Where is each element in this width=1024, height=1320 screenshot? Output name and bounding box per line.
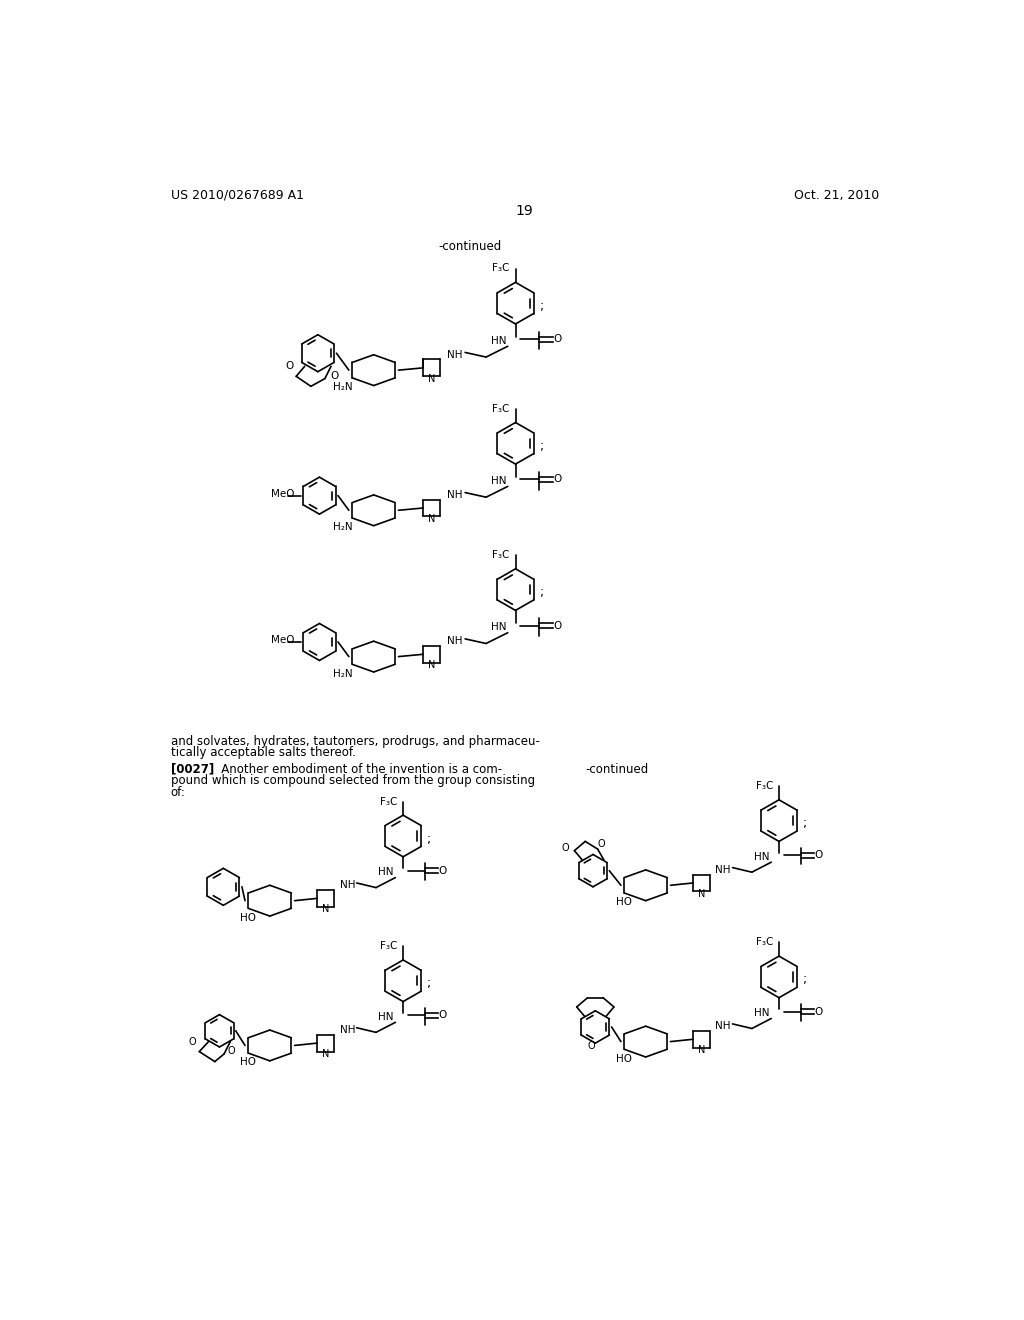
Text: ;: ; xyxy=(540,440,544,453)
Text: F₃C: F₃C xyxy=(756,937,773,948)
Text: of:: of: xyxy=(171,785,185,799)
Text: O: O xyxy=(554,620,562,631)
Text: HO: HO xyxy=(241,912,256,923)
Text: H₂N: H₂N xyxy=(334,523,353,532)
Text: F₃C: F₃C xyxy=(493,404,510,413)
Text: 19: 19 xyxy=(516,203,534,218)
Text: US 2010/0267689 A1: US 2010/0267689 A1 xyxy=(171,189,304,202)
Text: ;: ; xyxy=(803,817,807,830)
Text: MeO: MeO xyxy=(271,490,295,499)
Text: N: N xyxy=(322,904,329,915)
Text: F₃C: F₃C xyxy=(493,550,510,560)
Text: F₃C: F₃C xyxy=(380,797,397,807)
Text: [0027]: [0027] xyxy=(171,763,214,776)
Text: NH: NH xyxy=(340,880,355,890)
Text: O: O xyxy=(331,371,339,380)
Text: NH: NH xyxy=(716,865,731,875)
Text: MeO: MeO xyxy=(271,635,295,645)
Text: HN: HN xyxy=(490,335,506,346)
Text: -continued: -continued xyxy=(586,763,648,776)
Text: HO: HO xyxy=(241,1057,256,1068)
Text: ;: ; xyxy=(540,300,544,313)
Text: N: N xyxy=(428,660,435,671)
Text: ;: ; xyxy=(427,833,431,846)
Text: O: O xyxy=(588,1041,595,1051)
Text: O: O xyxy=(227,1045,234,1056)
Text: O: O xyxy=(815,1007,823,1016)
Text: HN: HN xyxy=(755,851,770,862)
Text: F₃C: F₃C xyxy=(756,781,773,791)
Text: N: N xyxy=(428,513,435,524)
Text: tically acceptable salts thereof.: tically acceptable salts thereof. xyxy=(171,746,355,759)
Text: N: N xyxy=(428,374,435,384)
Text: and solvates, hydrates, tautomers, prodrugs, and pharmaceu-: and solvates, hydrates, tautomers, prodr… xyxy=(171,735,540,748)
Text: Another embodiment of the invention is a com-: Another embodiment of the invention is a… xyxy=(210,763,503,776)
Text: O: O xyxy=(438,866,447,875)
Text: NH: NH xyxy=(716,1022,731,1031)
Text: pound which is compound selected from the group consisting: pound which is compound selected from th… xyxy=(171,774,535,787)
Text: N: N xyxy=(697,888,705,899)
Text: N: N xyxy=(322,1049,329,1059)
Text: F₃C: F₃C xyxy=(380,941,397,952)
Text: O: O xyxy=(438,1010,447,1020)
Text: H₂N: H₂N xyxy=(334,668,353,678)
Text: ;: ; xyxy=(803,973,807,986)
Text: -continued: -continued xyxy=(438,240,502,253)
Text: HN: HN xyxy=(378,867,394,878)
Text: ;: ; xyxy=(540,586,544,599)
Text: HN: HN xyxy=(490,622,506,632)
Text: O: O xyxy=(598,840,605,850)
Text: H₂N: H₂N xyxy=(334,381,353,392)
Text: O: O xyxy=(815,850,823,861)
Text: NH: NH xyxy=(447,636,463,647)
Text: HN: HN xyxy=(755,1008,770,1018)
Text: Oct. 21, 2010: Oct. 21, 2010 xyxy=(795,189,880,202)
Text: O: O xyxy=(554,474,562,484)
Text: HO: HO xyxy=(616,898,632,907)
Text: O: O xyxy=(286,362,294,371)
Text: O: O xyxy=(188,1036,196,1047)
Text: N: N xyxy=(697,1045,705,1055)
Text: HN: HN xyxy=(490,477,506,486)
Text: O: O xyxy=(562,842,569,853)
Text: NH: NH xyxy=(340,1026,355,1035)
Text: O: O xyxy=(554,334,562,345)
Text: HO: HO xyxy=(616,1053,632,1064)
Text: F₃C: F₃C xyxy=(493,263,510,273)
Text: HN: HN xyxy=(378,1012,394,1022)
Text: ;: ; xyxy=(427,977,431,990)
Text: NH: NH xyxy=(447,350,463,360)
Text: NH: NH xyxy=(447,490,463,500)
